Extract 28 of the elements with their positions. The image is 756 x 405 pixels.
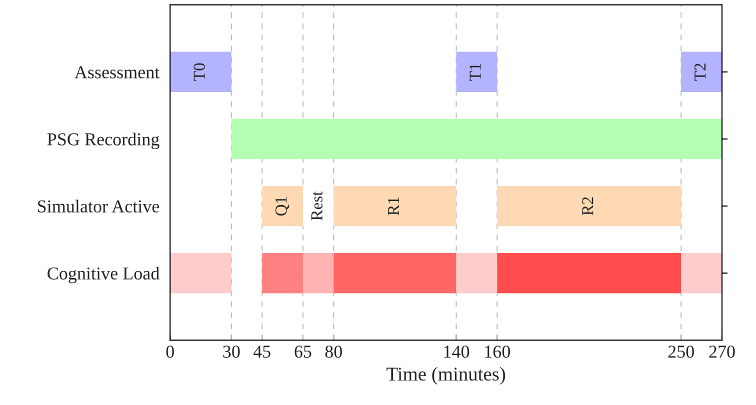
x-tick-label: 140 [444, 346, 470, 358]
data-label: R2 [582, 197, 594, 216]
x-tick-label: 0 [166, 346, 174, 358]
data-label: T0 [194, 63, 205, 81]
bar [262, 253, 303, 294]
bar [302, 253, 334, 294]
y-tick-label: Simulator Active [38, 200, 160, 213]
bar [497, 253, 682, 294]
x-tick-label: 30 [223, 346, 240, 358]
data-label: R1 [388, 197, 399, 216]
y-tick-label: Assessment [74, 66, 160, 78]
bar [231, 118, 722, 160]
x-tick-label: 45 [253, 346, 270, 358]
y-tick-label: Cognitive Load [48, 266, 160, 284]
data-label: Rest [311, 191, 322, 220]
x-tick-label: 65 [294, 346, 312, 358]
bar [681, 253, 722, 294]
x-tick-label: 270 [709, 346, 735, 358]
x-axis-title: Time (minutes) [386, 366, 506, 385]
bar [456, 253, 498, 294]
data-label: Q1 [275, 196, 290, 216]
x-tick-label: 250 [668, 346, 694, 358]
data-label: T1 [470, 64, 481, 81]
bar [334, 253, 456, 294]
y-tick-label: PSG Recording [47, 132, 160, 150]
x-tick-label: 80 [325, 346, 342, 358]
x-tick-label: 160 [485, 346, 510, 358]
data-label: T2 [694, 64, 706, 81]
